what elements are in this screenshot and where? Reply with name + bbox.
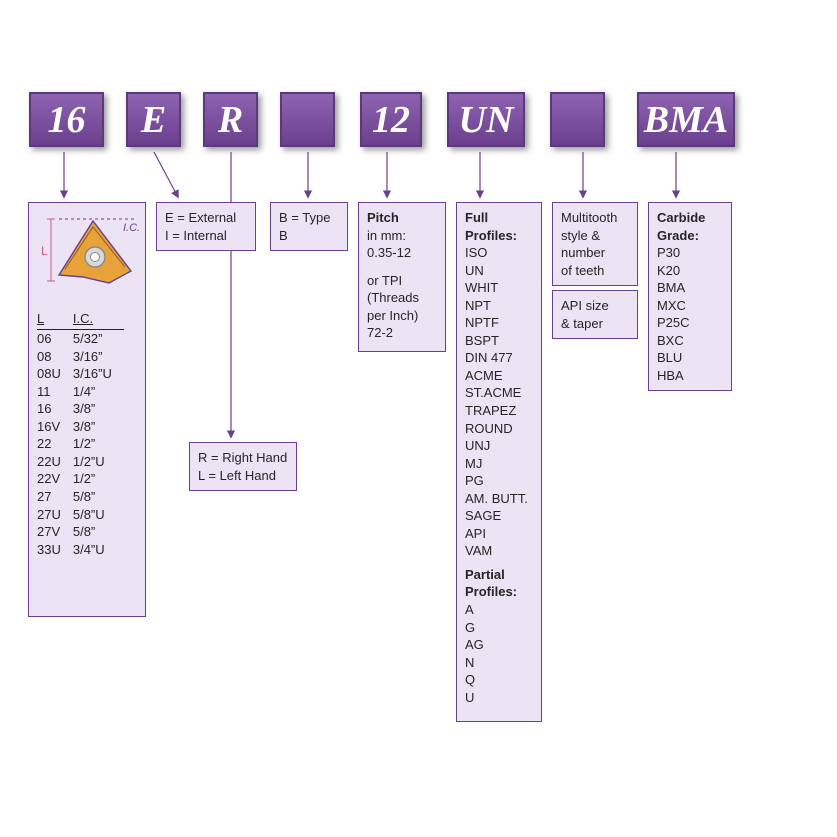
nomenclature-diagram: 16 E R 12 UN BMA I.C. L	[0, 0, 837, 837]
list-item: ST.ACME	[465, 384, 533, 402]
ic-label: I.C.	[123, 222, 140, 234]
table-row: 22U1/2”U	[37, 453, 124, 471]
list-item: R = Right Hand	[198, 449, 288, 467]
list-item: K20	[657, 262, 723, 280]
list-item: AG	[465, 636, 533, 654]
code-box-12: 12	[360, 92, 422, 147]
table-row: 33U3/4”U	[37, 541, 124, 559]
code-box-bma: BMA	[637, 92, 735, 147]
multitooth-box: Multitoothstyle &numberof teeth	[552, 202, 638, 286]
pitch-box: Pitch in mm:0.35-12 or TPI(Threadsper In…	[358, 202, 446, 352]
code-box-blank2	[550, 92, 605, 147]
list-item: AM. BUTT.	[465, 490, 533, 508]
list-item: UNJ	[465, 437, 533, 455]
list-item: API size	[561, 297, 629, 315]
table-row: 27V5/8”	[37, 523, 124, 541]
table-row: 083/16”	[37, 348, 124, 366]
code-box-un: UN	[447, 92, 525, 147]
list-item: BLU	[657, 349, 723, 367]
list-item: P30	[657, 244, 723, 262]
table-row: 16V3/8”	[37, 418, 124, 436]
l-label: L	[41, 244, 48, 258]
list-item: Q	[465, 671, 533, 689]
table-row: 163/8”	[37, 400, 124, 418]
table-row: 065/32”	[37, 330, 124, 348]
list-item: U	[465, 689, 533, 707]
list-item: ROUND	[465, 420, 533, 438]
hand-direction-box: R = Right HandL = Left Hand	[189, 442, 297, 491]
size-table-header-l: L	[37, 310, 73, 330]
list-item: NPTF	[465, 314, 533, 332]
list-item: I = Internal	[165, 227, 247, 245]
list-item: VAM	[465, 542, 533, 560]
list-item: (Threads	[367, 289, 437, 307]
list-item: style &	[561, 227, 629, 245]
list-item: of teeth	[561, 262, 629, 280]
list-item: or TPI	[367, 272, 437, 290]
list-item: SAGE	[465, 507, 533, 525]
list-item: ACME	[465, 367, 533, 385]
profiles-box: Full Profiles: ISOUNWHITNPTNPTFBSPTDIN 4…	[456, 202, 542, 722]
list-item: UN	[465, 262, 533, 280]
list-item: A	[465, 601, 533, 619]
list-item: BSPT	[465, 332, 533, 350]
code-box-blank1	[280, 92, 335, 147]
external-internal-box: E = ExternalI = Internal	[156, 202, 256, 251]
list-item: per Inch)	[367, 307, 437, 325]
list-item: 72-2	[367, 324, 437, 342]
list-item: MXC	[657, 297, 723, 315]
list-item: MJ	[465, 455, 533, 473]
type-b-box: B = Type B	[270, 202, 348, 251]
code-box-e: E	[126, 92, 181, 147]
grade-title: Carbide Grade:	[657, 210, 705, 243]
code-box-16: 16	[29, 92, 104, 147]
list-item: API	[465, 525, 533, 543]
code-box-r: R	[203, 92, 258, 147]
list-item: L = Left Hand	[198, 467, 288, 485]
list-item: P25C	[657, 314, 723, 332]
list-item: NPT	[465, 297, 533, 315]
table-row: 27U5/8”U	[37, 506, 124, 524]
partial-profiles-title: Partial Profiles:	[465, 567, 517, 600]
list-item: 0.35-12	[367, 244, 437, 262]
size-box: I.C. L L I.C. 065/32”083/16”08U3/16”U111…	[28, 202, 146, 617]
list-item: & taper	[561, 315, 629, 333]
list-item: number	[561, 244, 629, 262]
insert-diagram: I.C. L	[37, 209, 147, 299]
size-table: L I.C. 065/32”083/16”08U3/16”U111/4”163/…	[37, 310, 124, 559]
list-item: B = Type B	[279, 209, 339, 244]
table-row: 22V1/2”	[37, 470, 124, 488]
carbide-grade-box: Carbide Grade: P30K20BMAMXCP25CBXCBLUHBA	[648, 202, 732, 391]
list-item: PG	[465, 472, 533, 490]
table-row: 221/2”	[37, 435, 124, 453]
pitch-title: Pitch	[367, 210, 399, 225]
full-profiles-title: Full Profiles:	[465, 210, 517, 243]
api-taper-box: API size& taper	[552, 290, 638, 339]
list-item: BXC	[657, 332, 723, 350]
list-item: N	[465, 654, 533, 672]
size-table-header-ic: I.C.	[73, 310, 124, 330]
list-item: BMA	[657, 279, 723, 297]
list-item: Multitooth	[561, 209, 629, 227]
table-row: 111/4”	[37, 383, 124, 401]
table-row: 275/8”	[37, 488, 124, 506]
table-row: 08U3/16”U	[37, 365, 124, 383]
list-item: TRAPEZ	[465, 402, 533, 420]
list-item: E = External	[165, 209, 247, 227]
list-item: ISO	[465, 244, 533, 262]
list-item: HBA	[657, 367, 723, 385]
list-item: in mm:	[367, 227, 437, 245]
list-item: WHIT	[465, 279, 533, 297]
list-item: DIN 477	[465, 349, 533, 367]
list-item: G	[465, 619, 533, 637]
